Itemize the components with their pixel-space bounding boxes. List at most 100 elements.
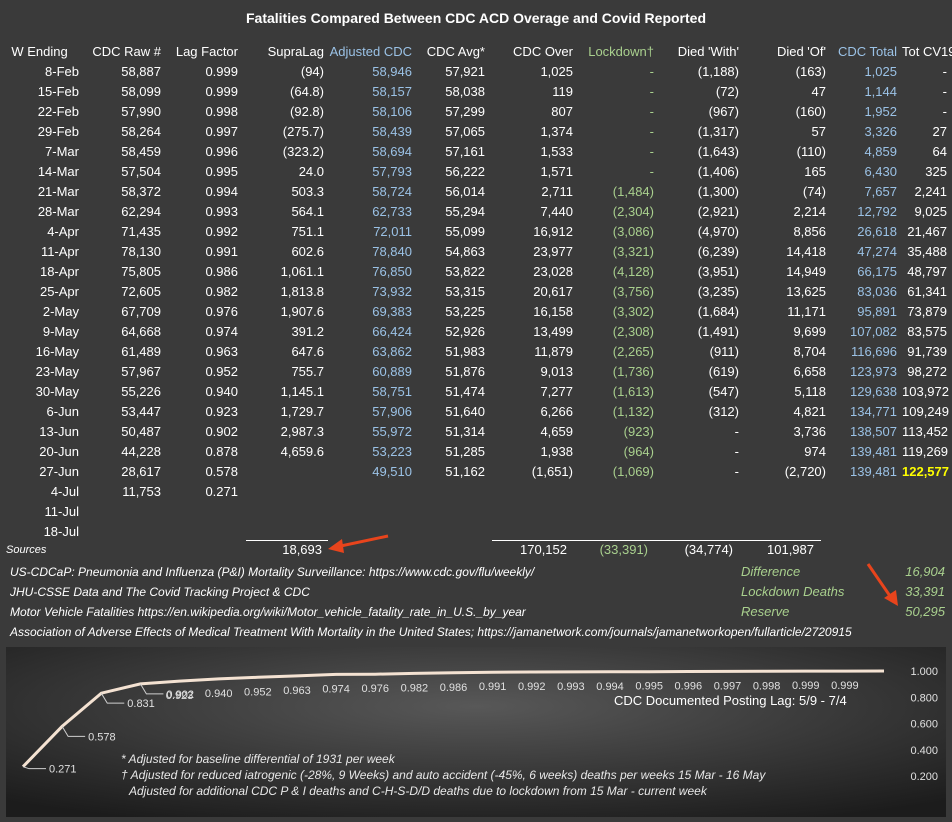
cell-cdc-raw: 72,605	[121, 283, 161, 299]
cell-died-with	[659, 481, 744, 501]
cell-cdc-total: 95,891	[857, 303, 897, 319]
table-row: 30-May 55,226 0.940 1,145.1 58,751 51,474 7,27…	[0, 381, 952, 401]
cell-tot-cv19: 113,452	[902, 423, 949, 439]
cell-cdc-raw: 28,617	[121, 463, 161, 479]
cell-cdc-over: 1,374	[540, 123, 573, 139]
cell-died-with: (6,239)	[697, 243, 739, 259]
cell-died-of: 4,821	[793, 403, 826, 419]
cell-supralag: 647.6	[291, 343, 324, 359]
cell-cdc-raw: 64,668	[121, 323, 161, 339]
fatalities-table: W Ending CDC Raw # Lag Factor SupraLag Adjus…	[0, 41, 952, 541]
cell-adjusted-cdc: 60,889	[372, 363, 412, 379]
cell-supralag	[243, 521, 329, 541]
cell-w-ending: 11-Apr	[40, 243, 79, 259]
cell-w-ending: 23-May	[35, 363, 79, 379]
cell-lag-factor: 0.996	[205, 143, 238, 159]
cell-cdc-over: (1,651)	[531, 463, 573, 479]
cell-lag-factor: 0.999	[205, 83, 238, 99]
table-row: 15-Feb 58,099 0.999 (64.8) 58,157 58,038 119 - (…	[0, 81, 952, 101]
cell-supralag: 751.1	[291, 223, 324, 239]
cell-w-ending: 9-May	[42, 323, 79, 339]
cell-cdc-total: 1,025	[864, 63, 897, 79]
cell-cdc-avg: 51,285	[445, 443, 485, 459]
header-row: W Ending CDC Raw # Lag Factor SupraLag Adjus…	[0, 41, 952, 61]
cell-supralag: 4,659.6	[280, 443, 324, 459]
lag-factor-line	[21, 669, 885, 768]
cell-lag-factor: 0.993	[205, 203, 238, 219]
cell-cdc-over: 11,879	[534, 343, 573, 359]
cell-died-with: (4,970)	[697, 223, 739, 239]
cell-died-with: (312)	[708, 403, 739, 419]
table-row: 29-Feb 58,264 0.997 (275.7) 58,439 57,065 1,37…	[0, 121, 952, 141]
cell-cdc-over: 9,013	[540, 363, 573, 379]
cell-lockdown: (2,308)	[612, 323, 654, 339]
data-label: 0.996	[675, 681, 703, 693]
cell-lockdown: -	[649, 123, 654, 139]
cell-died-with: -	[734, 463, 739, 479]
data-label: 0.831	[127, 698, 155, 710]
cell-lag-factor: 0.999	[205, 63, 238, 79]
cell-supralag: 24.0	[298, 163, 324, 179]
summary-value-difference: 16,904	[905, 564, 945, 579]
cell-cdc-avg: 57,299	[445, 103, 485, 119]
cell-w-ending: 13-Jun	[39, 423, 79, 439]
cell-adjusted-cdc: 69,383	[372, 303, 412, 319]
cell-lag-factor: 0.995	[205, 163, 238, 179]
died-of-total: 101,987	[767, 542, 814, 557]
table-row: 11-Jul	[0, 501, 952, 521]
cell-cdc-avg: 51,640	[445, 403, 485, 419]
data-label: 0.986	[440, 682, 468, 694]
summary-label-difference: Difference	[741, 564, 801, 579]
cell-cdc-total	[831, 481, 902, 501]
cell-cdc-total: 3,326	[864, 123, 897, 139]
cell-cdc-avg: 55,294	[445, 203, 485, 219]
cell-cdc-raw: 57,967	[121, 363, 161, 379]
cell-died-with: (619)	[708, 363, 739, 379]
cell-cdc-raw: 58,099	[121, 83, 161, 99]
column-header-died-of: Died 'Of'	[776, 43, 826, 59]
cell-cdc-raw: 57,504	[121, 163, 161, 179]
cell-cdc-total: 26,618	[857, 223, 897, 239]
y-tick-label: 0.400	[910, 745, 938, 757]
cell-died-with: (1,406)	[697, 163, 739, 179]
cell-tot-cv19: 64	[932, 143, 947, 159]
cell-w-ending: 20-Jun	[39, 443, 79, 459]
data-label: 0.995	[635, 681, 663, 693]
cell-cdc-raw	[84, 521, 166, 541]
cell-died-with: (1,491)	[697, 323, 739, 339]
cell-w-ending: 25-Apr	[39, 283, 79, 299]
cell-cdc-raw: 78,130	[121, 243, 161, 259]
data-label: 0.923	[166, 690, 194, 702]
cell-cdc-raw: 50,487	[121, 423, 161, 439]
cell-lockdown: (964)	[623, 443, 654, 459]
cell-cdc-over: 23,028	[533, 263, 573, 279]
cell-w-ending: 4-Apr	[47, 223, 79, 239]
cell-died-of	[744, 521, 831, 541]
summary-value-reserve: 50,295	[905, 604, 945, 619]
table-row: 4-Apr 71,435 0.992 751.1 72,011 55,099 16,912 (…	[0, 221, 952, 241]
cell-cdc-total: 83,036	[857, 283, 897, 299]
cell-w-ending: 15-Feb	[37, 83, 79, 99]
cell-tot-cv19: 9,025	[914, 203, 947, 219]
cell-died-of: 165	[804, 163, 826, 179]
cell-lockdown: (2,265)	[612, 343, 654, 359]
column-header-cdc-avg: CDC Avg*	[426, 43, 485, 59]
cell-supralag: (94)	[300, 63, 324, 79]
cell-cdc-avg: 52,926	[445, 323, 485, 339]
cell-died-with	[659, 521, 744, 541]
cell-cdc-total: 66,175	[857, 263, 897, 279]
cell-lag-factor: 0.974	[205, 323, 238, 339]
cell-cdc-avg: 57,065	[445, 123, 485, 139]
cell-lag-factor: 0.976	[205, 303, 238, 319]
cell-died-with: (1,188)	[697, 63, 739, 79]
cell-supralag: 2,987.3	[280, 423, 324, 439]
cell-tot-cv19: 48,797	[907, 263, 947, 279]
cell-w-ending: 11-Jul	[44, 503, 79, 519]
cell-cdc-total: 7,657	[864, 183, 897, 199]
cell-cdc-total: 116,696	[850, 343, 897, 359]
cell-tot-cv19: -	[942, 103, 947, 119]
cell-cdc-raw: 71,435	[121, 223, 161, 239]
cell-died-with: -	[734, 443, 739, 459]
cell-cdc-avg	[417, 481, 490, 501]
totals-line	[492, 540, 821, 541]
